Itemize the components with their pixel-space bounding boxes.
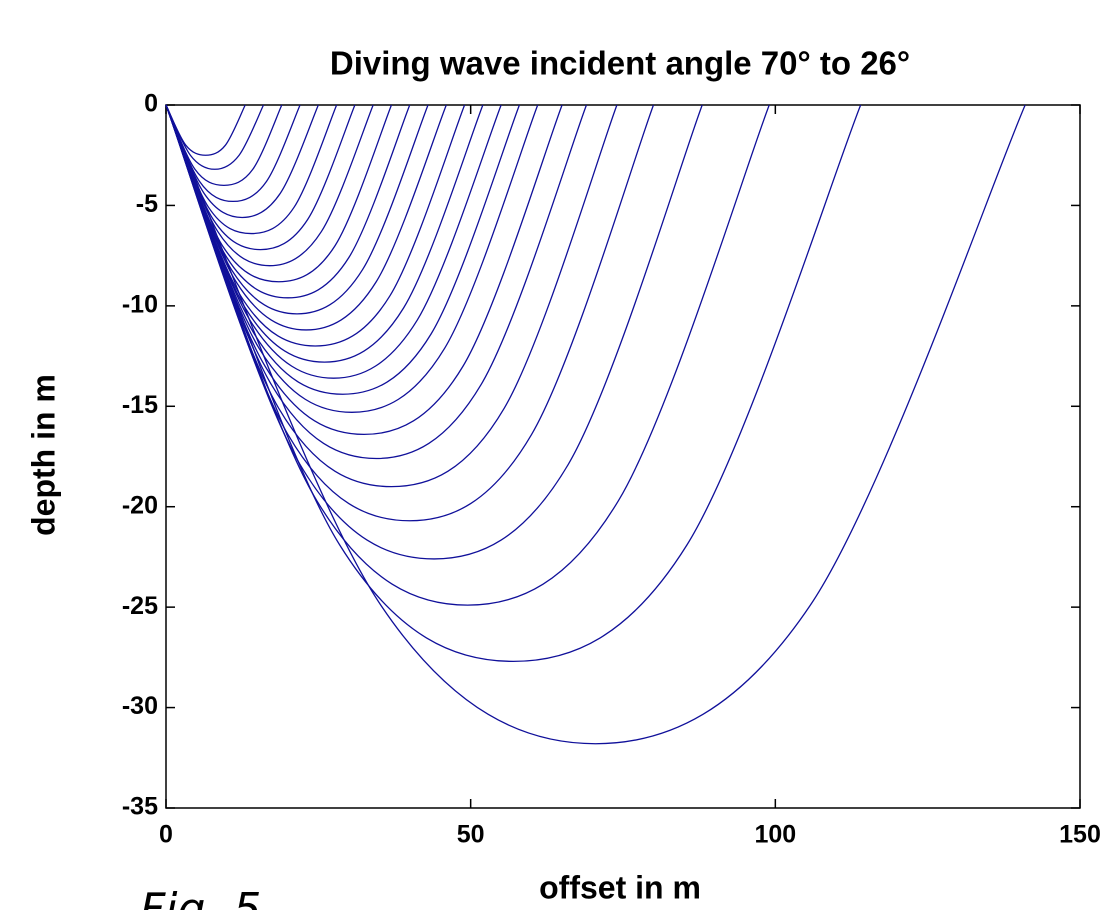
- ray-curve: [165, 104, 319, 219]
- y-tick-label: -15: [122, 391, 158, 419]
- y-tick-label: -30: [122, 692, 158, 720]
- x-tick-label: 150: [1059, 821, 1101, 849]
- plot-frame: [165, 104, 1081, 809]
- ray-curve: [165, 104, 393, 283]
- y-tick-label: -5: [136, 190, 158, 218]
- ray-curve: [165, 104, 301, 203]
- x-tick-label: 50: [457, 821, 485, 849]
- ray-curve: [165, 104, 338, 235]
- ray-curve: [165, 104, 862, 663]
- x-axis-label: offset in m: [539, 869, 701, 905]
- ray-curve: [165, 104, 265, 170]
- ray-curve: [165, 104, 466, 347]
- ray-curve: [165, 104, 283, 186]
- ray-curve: [165, 104, 246, 156]
- figure-caption: Fig. 5: [140, 884, 261, 910]
- x-tick-label: 0: [159, 821, 173, 849]
- y-tick-label: -35: [122, 793, 158, 821]
- ray-curve: [165, 104, 1026, 745]
- y-tick-label: -20: [122, 491, 158, 519]
- y-tick-label: -25: [122, 592, 158, 620]
- y-tick-label: 0: [144, 90, 158, 118]
- y-axis-label: depth in m: [25, 374, 61, 536]
- ray-curve: [165, 104, 618, 488]
- y-tick-label: -10: [122, 290, 158, 318]
- x-tick-label: 100: [754, 821, 796, 849]
- chart-title: Diving wave incident angle 70° to 26°: [330, 45, 910, 82]
